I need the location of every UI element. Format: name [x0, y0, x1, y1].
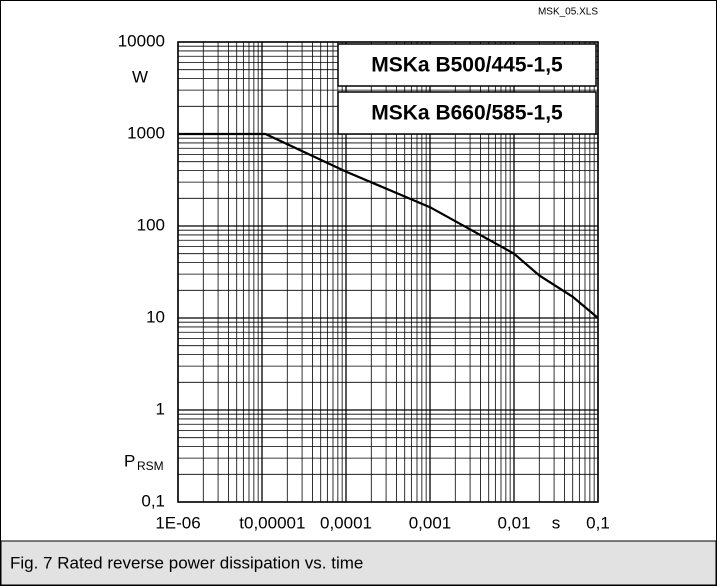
y-tick-label: 10000 — [118, 31, 165, 50]
annotation: MSKa B500/445-1,5 — [371, 54, 563, 77]
x-label: t — [239, 513, 244, 532]
x-tick-label: 1E-06 — [155, 513, 200, 532]
source-label: MSK_05.XLS — [538, 7, 598, 18]
caption: Fig. 7 Rated reverse power dissipation v… — [10, 553, 363, 572]
data-line — [178, 132, 599, 319]
x-tick-label: 0,001 — [409, 513, 452, 532]
annotation-box — [337, 43, 597, 87]
x-tick-label: 0,00001 — [244, 513, 305, 532]
annotation-box — [337, 91, 597, 135]
y-label: P — [124, 451, 135, 470]
y-tick-label: 1000 — [127, 123, 165, 142]
y-unit: W — [132, 67, 148, 86]
marks — [178, 132, 599, 319]
y-tick-label: 0,1 — [141, 491, 165, 510]
y-tick-label: 100 — [137, 215, 165, 234]
x-unit: s — [552, 513, 561, 532]
x-tick-label: 0,0001 — [320, 513, 372, 532]
y-tick-label: 10 — [146, 307, 165, 326]
x-tick-label: 0,1 — [586, 513, 610, 532]
annotation: MSKa B660/585-1,5 — [371, 102, 563, 125]
y-tick-label: 1 — [156, 399, 165, 418]
caption-band — [0, 540, 717, 586]
y-label-subscript: RSM — [137, 459, 164, 473]
x-tick-label: 0,01 — [497, 513, 530, 532]
